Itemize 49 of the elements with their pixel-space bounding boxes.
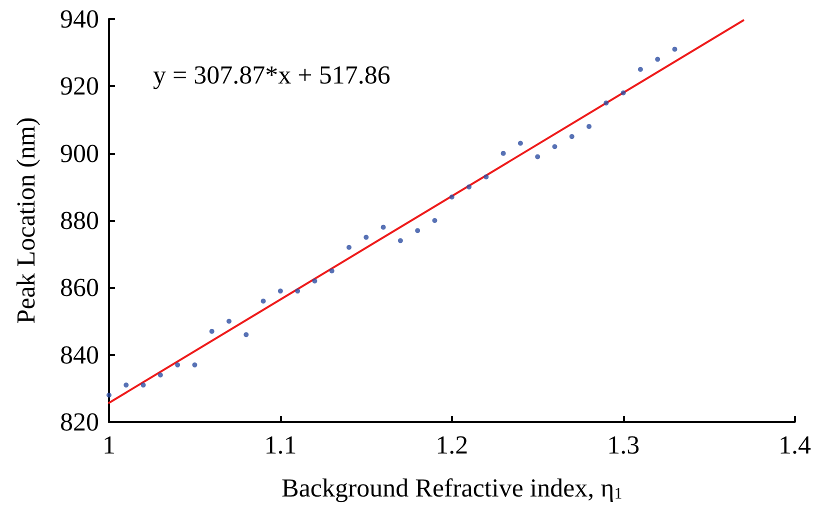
point	[346, 244, 352, 250]
point	[449, 194, 454, 200]
point	[672, 46, 678, 52]
y-tick-label: 920	[60, 72, 99, 101]
point	[140, 382, 146, 388]
point	[398, 238, 403, 244]
point	[604, 100, 609, 106]
point	[158, 372, 163, 378]
x-tick-label: 1.1	[264, 430, 297, 460]
point	[175, 362, 180, 368]
point	[244, 332, 249, 338]
x-tick-label: 1.2	[436, 430, 468, 460]
point	[209, 328, 214, 334]
point	[552, 144, 558, 150]
y-tick-label: 860	[60, 273, 99, 302]
y-tick-label: 900	[60, 138, 99, 168]
point	[364, 234, 369, 240]
point	[329, 268, 334, 274]
point	[124, 382, 129, 388]
point	[312, 278, 318, 284]
point	[586, 124, 592, 129]
point	[569, 134, 574, 140]
point	[432, 218, 438, 223]
point	[655, 56, 660, 62]
x-axis-title: Background Refractive index, η1	[282, 474, 622, 502]
point	[295, 288, 300, 294]
point	[500, 150, 506, 156]
x-tick-label: 1.4	[778, 430, 811, 460]
y-tick-label: 840	[60, 340, 99, 370]
annotation: y = 307.87*x + 517.86	[153, 60, 390, 90]
x-tick-label: 1.3	[607, 430, 640, 460]
point	[638, 66, 643, 72]
y-axis-title: Peak Location (nm)	[12, 117, 40, 324]
point	[535, 154, 540, 160]
point	[484, 174, 489, 180]
point	[415, 228, 420, 234]
y-tick-label: 940	[60, 4, 99, 34]
point	[380, 224, 386, 230]
point	[226, 318, 232, 324]
y-tick-label: 820	[60, 408, 99, 436]
point	[260, 298, 266, 304]
y-tick-label: 880	[60, 206, 99, 235]
point	[518, 140, 523, 146]
point	[278, 288, 283, 294]
x-tick-label: 1	[102, 430, 116, 460]
point	[106, 392, 112, 398]
point	[192, 362, 198, 368]
point	[466, 184, 472, 190]
point	[620, 90, 626, 96]
